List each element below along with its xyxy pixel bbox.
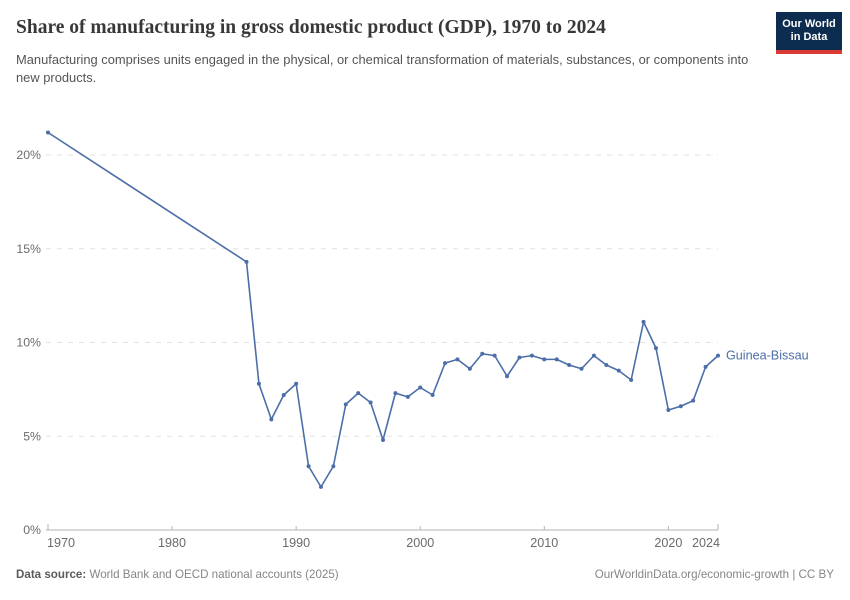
data-point bbox=[492, 353, 497, 358]
y-axis-tick-label: 15% bbox=[16, 242, 41, 256]
data-point bbox=[716, 353, 720, 358]
data-point bbox=[567, 363, 572, 367]
y-axis-tick-label: 5% bbox=[23, 429, 41, 443]
data-point bbox=[318, 484, 323, 489]
data-point bbox=[306, 464, 311, 469]
data-point bbox=[46, 130, 50, 135]
data-point bbox=[430, 393, 435, 397]
data-source-label: Data source: bbox=[16, 568, 87, 581]
x-axis-tick-label: 2000 bbox=[406, 536, 434, 550]
x-axis-tick-label: 1980 bbox=[158, 536, 186, 550]
data-point bbox=[579, 366, 584, 371]
owid-logo-line1: Our World bbox=[782, 18, 836, 30]
x-axis-tick-label: 1990 bbox=[282, 536, 310, 550]
data-point bbox=[281, 393, 286, 397]
data-point bbox=[343, 402, 348, 407]
x-axis-tick-label: 1970 bbox=[47, 536, 75, 550]
data-point bbox=[616, 368, 621, 373]
data-source-text: World Bank and OECD national accounts (2… bbox=[89, 568, 339, 581]
data-point bbox=[368, 400, 373, 405]
data-point bbox=[269, 417, 274, 422]
data-point bbox=[393, 391, 398, 396]
data-point bbox=[641, 319, 646, 324]
data-point bbox=[331, 464, 336, 469]
y-axis-tick-label: 10% bbox=[16, 336, 41, 350]
data-point bbox=[418, 385, 423, 390]
data-point bbox=[678, 404, 683, 409]
data-point bbox=[591, 353, 596, 358]
page-title: Share of manufacturing in gross domestic… bbox=[16, 17, 606, 38]
data-point bbox=[381, 438, 385, 442]
data-point bbox=[256, 381, 261, 386]
data-point bbox=[455, 357, 460, 362]
data-point bbox=[604, 363, 609, 367]
data-point bbox=[542, 357, 547, 362]
data-point bbox=[294, 381, 299, 386]
data-point bbox=[244, 259, 249, 264]
data-point bbox=[480, 351, 485, 356]
data-point bbox=[653, 346, 658, 351]
data-point bbox=[467, 366, 472, 371]
attribution: OurWorldinData.org/economic-growth | CC … bbox=[594, 568, 834, 581]
data-point bbox=[505, 374, 510, 379]
data-point bbox=[703, 364, 708, 369]
data-point bbox=[517, 355, 522, 360]
data-source: Data source: World Bank and OECD nationa… bbox=[16, 568, 339, 581]
entity-label: Guinea-Bissau bbox=[726, 349, 809, 363]
data-point bbox=[554, 357, 559, 362]
data-point bbox=[529, 353, 534, 358]
data-point bbox=[691, 398, 696, 403]
data-point bbox=[356, 391, 361, 396]
owid-logo: Our World in Data bbox=[776, 12, 842, 55]
x-axis-tick-label: 2010 bbox=[530, 536, 558, 550]
x-axis-tick-label: 2024 bbox=[692, 536, 720, 550]
data-line bbox=[47, 131, 719, 488]
y-axis-tick-label: 0% bbox=[23, 523, 41, 537]
chart-footer: Data source: World Bank and OECD nationa… bbox=[16, 568, 834, 581]
chart-subtitle: Manufacturing comprises units engaged in… bbox=[16, 51, 749, 86]
x-axis-tick-label: 2020 bbox=[654, 536, 682, 550]
data-point bbox=[443, 361, 448, 366]
data-point bbox=[629, 378, 634, 382]
chart-header: Share of manufacturing in gross domestic… bbox=[16, 12, 842, 88]
data-point bbox=[405, 394, 410, 399]
y-axis-tick-label: 20% bbox=[16, 148, 41, 162]
data-point bbox=[666, 408, 671, 412]
owid-logo-line2: in Data bbox=[790, 31, 828, 44]
